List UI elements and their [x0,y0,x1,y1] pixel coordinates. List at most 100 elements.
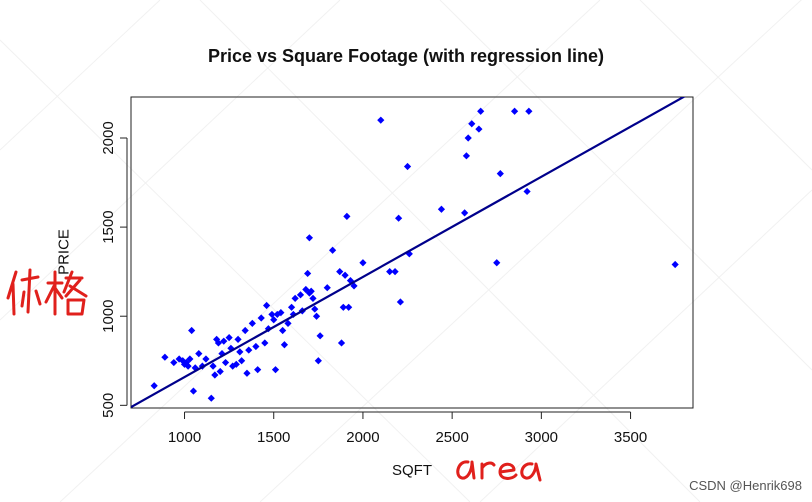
data-point [213,335,221,343]
data-point [493,259,501,267]
data-point [523,187,531,196]
data-point [279,326,287,335]
data-point [280,341,289,349]
data-point [437,205,446,213]
data-point [202,355,210,363]
x-axis: 1000 1500 2000 2500 3000 3500 [168,411,647,446]
data-point [232,360,240,368]
data-point [216,367,224,376]
data-point [179,357,187,365]
x-tick-label: 3000 [525,429,558,446]
data-point [343,212,351,221]
data-point [461,209,469,217]
data-point [289,310,297,319]
data-point [175,355,183,363]
data-point [287,303,296,311]
data-point [291,294,299,302]
x-tick-label: 3500 [614,429,647,446]
data-points [150,107,679,402]
data-point [188,326,196,335]
data-point [271,366,280,374]
data-point [236,348,244,356]
x-tick-label: 1000 [168,429,201,446]
data-point [337,339,346,347]
data-point [161,353,169,361]
data-point [273,310,281,319]
data-point [211,371,219,379]
x-tick-label: 1500 [257,429,290,446]
data-point [339,303,347,311]
data-point [189,387,198,395]
data-point [304,269,312,278]
y-axis: 500 1000 1500 2000 [100,121,128,418]
watermark: CSDN @Henrik698 [689,478,802,493]
data-point [238,357,246,365]
data-point [345,303,353,311]
regression-line-group [131,97,686,408]
y-tick-label: 2000 [100,121,117,154]
data-point [220,337,228,345]
data-point [305,234,314,242]
data-point [391,268,399,276]
data-point [262,301,271,310]
data-point [464,134,472,142]
data-point [346,276,355,285]
data-point [396,298,405,306]
data-point [150,382,158,390]
data-point [234,335,242,343]
data-point [270,316,278,324]
data-point [359,259,367,267]
data-point [225,334,233,342]
data-point [395,214,403,222]
data-point [477,107,485,115]
data-point [243,369,251,377]
data-point [254,366,262,374]
data-point [316,332,324,340]
chinese-price-annotation [6,268,88,316]
data-point [221,358,230,367]
data-point [252,342,260,351]
data-point [403,162,412,171]
data-point [462,152,471,160]
data-point [229,362,237,370]
data-point [307,287,315,295]
data-point [311,305,319,313]
y-tick-label: 1000 [100,300,117,333]
regression-line [131,97,686,408]
data-point [170,358,178,367]
area-annotation [456,460,542,482]
data-point [195,350,203,358]
data-point [227,344,235,352]
data-point [525,107,533,115]
data-point [284,319,292,327]
data-point [336,268,344,276]
data-point [241,326,249,335]
data-point [245,346,253,354]
data-point [314,357,322,365]
y-tick-label: 500 [100,393,117,418]
data-point [296,291,305,299]
x-axis-label: SQFT [392,462,432,479]
data-point [248,319,256,327]
data-point [386,268,394,276]
x-tick-label: 2000 [346,429,379,446]
plot-frame [130,96,694,409]
data-point [257,314,265,322]
data-point [323,284,331,292]
chart-title: Price vs Square Footage (with regression… [207,46,605,66]
data-point [329,246,337,254]
data-point [475,125,483,133]
x-tick-label: 2500 [435,429,468,446]
data-point [341,271,349,279]
data-point [671,260,679,269]
data-point [186,355,194,363]
data-point [261,339,269,347]
data-point [377,116,385,124]
data-point [405,250,413,258]
data-point [510,107,519,115]
data-point [496,170,504,178]
data-point [468,120,476,128]
data-point [312,312,321,320]
y-tick-label: 1500 [100,210,117,243]
